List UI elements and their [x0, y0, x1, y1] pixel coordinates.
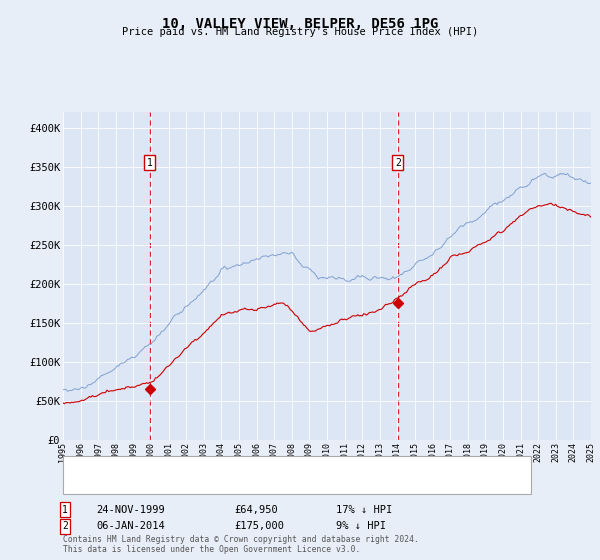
Text: 17% ↓ HPI: 17% ↓ HPI — [336, 505, 392, 515]
Text: Price paid vs. HM Land Registry's House Price Index (HPI): Price paid vs. HM Land Registry's House … — [122, 27, 478, 37]
Text: 1: 1 — [146, 158, 152, 167]
Text: 2: 2 — [62, 521, 68, 531]
Text: Contains HM Land Registry data © Crown copyright and database right 2024.
This d: Contains HM Land Registry data © Crown c… — [63, 535, 419, 554]
Text: 24-NOV-1999: 24-NOV-1999 — [96, 505, 165, 515]
Text: 10, VALLEY VIEW, BELPER,  DE56 1PG (detached house): 10, VALLEY VIEW, BELPER, DE56 1PG (detac… — [114, 462, 413, 472]
Text: 1: 1 — [62, 505, 68, 515]
Text: HPI: Average price, detached house, Amber Valley: HPI: Average price, detached house, Ambe… — [114, 479, 396, 489]
Text: £175,000: £175,000 — [234, 521, 284, 531]
Text: 9% ↓ HPI: 9% ↓ HPI — [336, 521, 386, 531]
Text: 10, VALLEY VIEW, BELPER, DE56 1PG: 10, VALLEY VIEW, BELPER, DE56 1PG — [162, 17, 438, 31]
Text: 06-JAN-2014: 06-JAN-2014 — [96, 521, 165, 531]
Text: £64,950: £64,950 — [234, 505, 278, 515]
Text: 2: 2 — [395, 158, 401, 167]
